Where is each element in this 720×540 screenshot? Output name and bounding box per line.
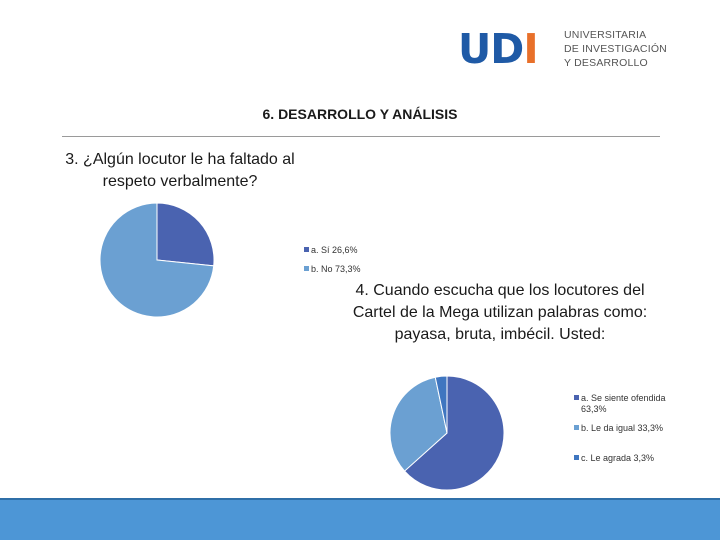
chart2-title: 4. Cuando escucha que los locutores del … [352,282,648,343]
chart2-slice-3 [434,375,448,434]
chart2-slice-2 [389,376,448,472]
chart2-slice-1 [403,375,505,491]
logo-text: UNIVERSITARIA DE INVESTIGACIÓN Y DESARRO… [564,28,667,70]
footer-line [0,498,720,500]
chart1-legend: a. Sí 26,6% b. No 73,3% [304,245,394,285]
chart2-legend-swatch-1 [574,395,579,400]
chart1-legend-item-2: b. No 73,3% [304,264,361,275]
chart2-legend-label-1: a. Se siente ofendida 63,3% [581,393,666,414]
chart1-legend-item-1: a. Sí 26,6% [304,245,358,256]
footer-bar [0,500,720,540]
chart2-pie [389,375,505,491]
chart1-slice-2 [99,202,215,318]
chart1-title: 3. ¿Algún locutor le ha faltado al respe… [65,151,295,190]
chart1-legend-swatch-2 [304,266,309,271]
page-title: 6. DESARROLLO Y ANÁLISIS [262,106,458,122]
chart2-legend-item-1: a. Se siente ofendida 63,3% [574,393,673,415]
logo-line-2: DE INVESTIGACIÓN [564,43,667,55]
chart1-legend-label-1: a. Sí 26,6% [311,245,358,255]
chart1-legend-label-2: b. No 73,3% [311,264,361,274]
chart2-legend: a. Se siente ofendida 63,3% b. Le da igua… [574,393,684,473]
title-divider [62,136,660,137]
chart1-pie [99,202,215,318]
logo-line-3: Y DESARROLLO [564,57,648,69]
chart1-legend-swatch-1 [304,247,309,252]
chart2-legend-label-2: b. Le da igual 33,3% [581,423,664,433]
chart2-legend-swatch-3 [574,455,579,460]
chart1-slice-1 [156,202,215,267]
udi-logo: UDI UNIVERSITARIA DE INVESTIGACIÓN Y DES… [458,26,668,70]
chart2-legend-item-3: c. Le agrada 3,3% [574,453,654,464]
logo-line-1: UNIVERSITARIA [564,29,647,41]
chart2-legend-item-2: b. Le da igual 33,3% [574,423,663,434]
chart2-legend-label-3: c. Le agrada 3,3% [581,453,655,463]
logo-mark: UDI [458,25,539,73]
chart2-legend-swatch-2 [574,425,579,430]
